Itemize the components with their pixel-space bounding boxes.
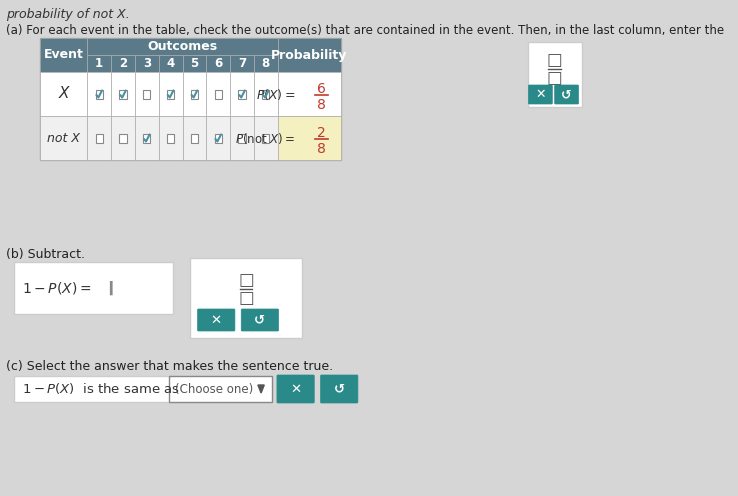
Text: (c) Select the answer that makes the sentence true.: (c) Select the answer that makes the sen…	[7, 360, 334, 373]
Text: $P(\mathrm{not}\ X)=$: $P(\mathrm{not}\ X)=$	[235, 130, 295, 145]
Text: $1 - P(X)$  is the same as: $1 - P(X)$ is the same as	[22, 381, 180, 396]
Bar	[40, 116, 87, 160]
Text: 2: 2	[317, 126, 325, 140]
Bar	[120, 133, 127, 142]
Bar	[14, 376, 261, 402]
Bar	[143, 133, 151, 142]
Text: 1: 1	[95, 57, 103, 70]
Text: (a) For each event in the table, check the outcome(s) that are contained in the : (a) For each event in the table, check t…	[7, 24, 725, 37]
Text: 2: 2	[119, 57, 127, 70]
Bar	[87, 55, 111, 72]
FancyBboxPatch shape	[277, 375, 314, 403]
Bar	[167, 89, 174, 99]
Bar	[111, 55, 135, 72]
Bar	[230, 72, 254, 116]
Text: Outcomes: Outcomes	[148, 40, 218, 53]
Bar	[238, 133, 246, 142]
Bar	[159, 72, 182, 116]
Bar	[254, 55, 277, 72]
Text: X: X	[58, 86, 69, 102]
Text: 7: 7	[238, 57, 246, 70]
Text: ✕: ✕	[290, 382, 301, 395]
Polygon shape	[258, 385, 264, 393]
FancyBboxPatch shape	[555, 85, 579, 104]
Text: □: □	[547, 69, 562, 87]
Bar	[159, 55, 182, 72]
Text: ↺: ↺	[562, 88, 572, 101]
Bar	[207, 72, 230, 116]
Text: 3: 3	[142, 57, 151, 70]
Bar	[111, 116, 135, 160]
Bar	[262, 133, 269, 142]
Text: $1 - P(X) = $: $1 - P(X) = $	[22, 280, 92, 296]
Bar	[40, 38, 341, 160]
Bar	[230, 116, 254, 160]
Bar	[40, 38, 87, 72]
Bar	[135, 72, 159, 116]
Bar	[238, 89, 246, 99]
Bar	[262, 89, 269, 99]
Text: 8: 8	[317, 142, 325, 156]
Text: 6: 6	[214, 57, 222, 70]
Bar	[14, 262, 173, 314]
Text: (b) Subtract.: (b) Subtract.	[7, 248, 86, 261]
Text: ↺: ↺	[334, 382, 345, 395]
Bar	[120, 89, 127, 99]
Text: ↺: ↺	[255, 313, 266, 326]
Bar	[277, 72, 341, 116]
Bar	[230, 55, 254, 72]
Text: 5: 5	[190, 57, 199, 70]
Text: 4: 4	[167, 57, 175, 70]
Text: Event: Event	[44, 49, 83, 62]
Bar	[159, 116, 182, 160]
Bar	[191, 133, 198, 142]
Text: probability of not X.: probability of not X.	[7, 8, 130, 21]
Bar	[207, 116, 230, 160]
Text: 8: 8	[262, 57, 270, 70]
Text: 6: 6	[317, 82, 325, 96]
Bar	[87, 38, 277, 55]
Bar	[277, 38, 341, 72]
Text: □: □	[238, 289, 254, 307]
Bar	[111, 72, 135, 116]
Text: □: □	[238, 271, 254, 289]
Bar	[135, 55, 159, 72]
Text: ▎: ▎	[109, 281, 120, 295]
Bar	[167, 133, 174, 142]
Bar	[215, 89, 222, 99]
Text: ✕: ✕	[535, 88, 545, 101]
Text: not X: not X	[47, 131, 80, 144]
Text: ✕: ✕	[210, 313, 222, 326]
Bar	[277, 116, 341, 160]
Bar	[143, 89, 151, 99]
Text: 8: 8	[317, 98, 325, 112]
FancyBboxPatch shape	[320, 375, 358, 403]
Text: $P(X)=$: $P(X)=$	[255, 86, 295, 102]
Bar	[528, 42, 582, 107]
Bar	[87, 116, 111, 160]
Bar	[135, 116, 159, 160]
Bar	[169, 376, 272, 402]
Bar	[182, 72, 207, 116]
Text: □: □	[547, 51, 562, 69]
Bar	[190, 258, 302, 338]
Bar	[254, 72, 277, 116]
Bar	[215, 133, 222, 142]
FancyBboxPatch shape	[528, 85, 552, 104]
Bar	[207, 55, 230, 72]
Bar	[182, 116, 207, 160]
Bar	[191, 89, 198, 99]
Text: Probability: Probability	[272, 49, 348, 62]
Bar	[96, 89, 103, 99]
Text: (Choose one): (Choose one)	[176, 382, 254, 395]
FancyBboxPatch shape	[241, 309, 278, 331]
FancyBboxPatch shape	[198, 309, 235, 331]
Bar	[96, 133, 103, 142]
Bar	[87, 72, 111, 116]
Bar	[182, 55, 207, 72]
Bar	[254, 116, 277, 160]
Bar	[40, 72, 87, 116]
